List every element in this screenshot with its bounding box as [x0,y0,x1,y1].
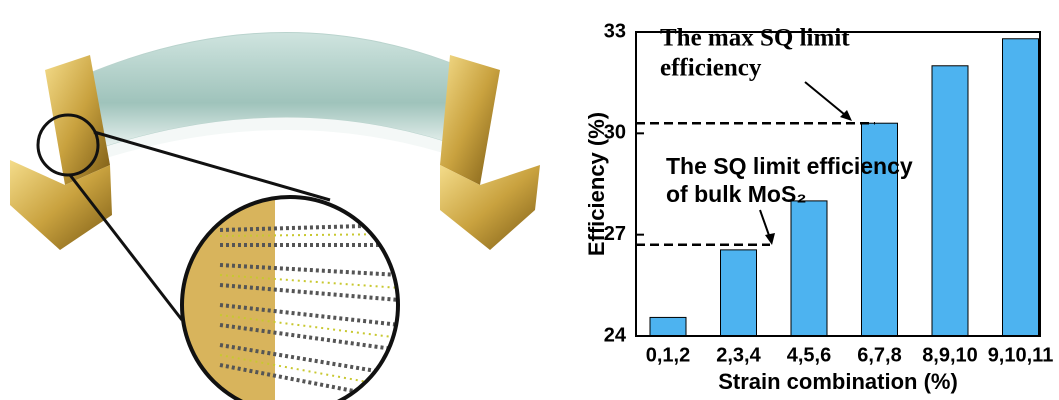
y-tick-label: 30 [604,122,626,144]
x-tick-label: 2,3,4 [716,344,761,366]
y-tick-label: 24 [604,324,627,346]
x-tick-label: 6,7,8 [857,344,901,366]
bar [932,66,968,336]
annotation: of bulk MoS₂ [666,181,807,207]
bar-chart: Efficiency (%) Strain combination (%) 24… [584,20,1054,394]
y-tick-label: 27 [604,223,626,245]
figure: Efficiency (%) Strain combination (%) 24… [0,0,1059,400]
annotation: efficiency [660,55,762,82]
x-tick-label: 4,5,6 [787,344,831,366]
x-axis-label: Strain combination (%) [718,369,958,394]
annotation: The max SQ limit [660,25,850,52]
arrowhead [765,233,775,245]
bar [791,201,827,336]
bar [650,317,686,336]
arrow [805,82,850,119]
annotation: The SQ limit efficiency [666,153,913,179]
x-tick-label: 8,9,10 [922,344,978,366]
y-tick-label: 33 [604,20,626,42]
bar [721,250,757,336]
bar [1003,39,1039,336]
x-tick-label: 0,1,2 [646,344,690,366]
illustration [10,33,540,400]
x-tick-label: 9,10,11 [988,344,1054,366]
